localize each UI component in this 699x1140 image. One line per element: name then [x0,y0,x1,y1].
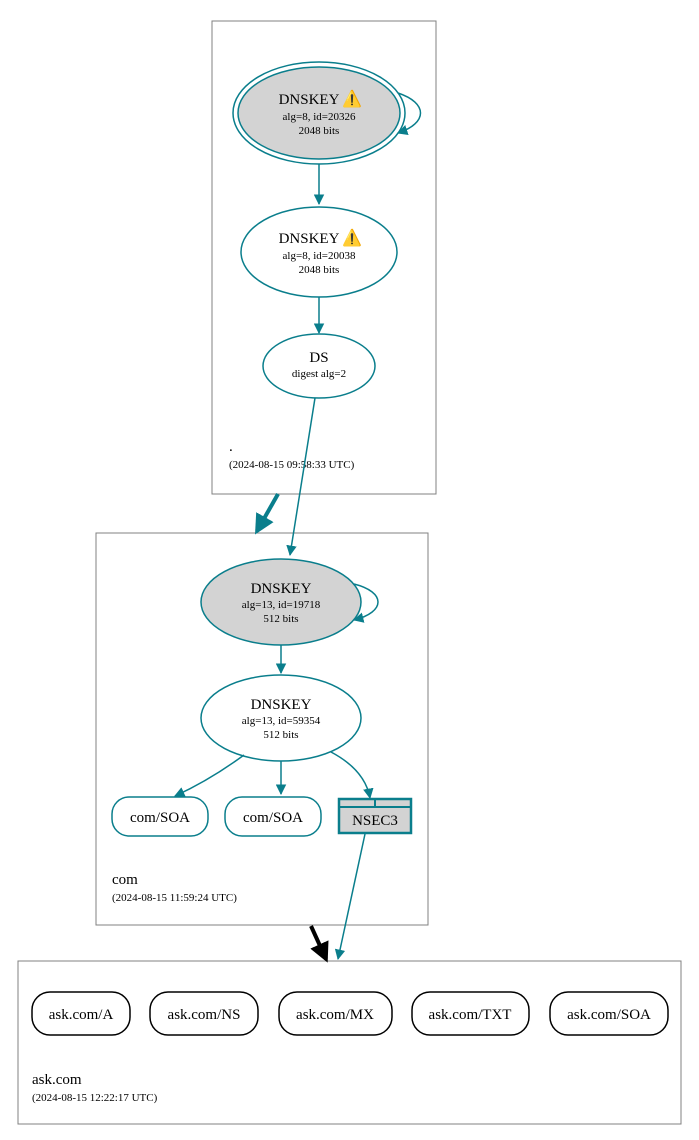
node-com-nsec3: NSEC3 [339,799,411,833]
ask-soa-label: ask.com/SOA [567,1007,651,1023]
node-ask-soa: ask.com/SOA [550,992,668,1035]
svg-text:DNSKEY: DNSKEY [279,231,340,247]
com-ksk-bits: 512 bits [263,613,298,625]
com-ksk-title: DNSKEY [251,581,312,597]
dnssec-diagram: DNSKEY ⚠️ alg=8, id=20326 2048 bits DNSK… [0,0,699,1140]
zone-root-timestamp: (2024-08-15 09:58:33 UTC) [229,459,355,471]
edge-nsec3-to-ask [338,834,365,959]
root-ksk-title: DNSKEY [279,92,340,108]
root-ds-alg: digest alg=2 [292,368,346,380]
node-ask-ns: ask.com/NS [150,992,258,1035]
ask-a-label: ask.com/A [49,1007,114,1023]
warning-icon: ⚠️ [342,228,362,247]
zone-root-label: . [229,439,233,455]
zone-ask-label: ask.com [32,1072,82,1088]
zone-com-label: com [112,872,138,888]
node-com-ksk: DNSKEY alg=13, id=19718 512 bits [201,559,361,645]
node-ask-mx: ask.com/MX [279,992,392,1035]
node-com-soa-2: com/SOA [225,797,321,836]
node-root-ksk: DNSKEY ⚠️ alg=8, id=20326 2048 bits [233,62,405,164]
warning-icon: ⚠️ [342,89,362,108]
root-zsk-alg: alg=8, id=20038 [283,250,356,262]
root-ksk-alg: alg=8, id=20326 [283,111,356,123]
node-root-ds: DS digest alg=2 [263,334,375,398]
root-zsk-title: DNSKEY [279,231,340,247]
root-zsk-bits: 2048 bits [299,264,340,276]
node-com-soa-1: com/SOA [112,797,208,836]
edge-com-to-ask-delegation [311,926,326,959]
zone-com-timestamp: (2024-08-15 11:59:24 UTC) [112,892,237,904]
com-nsec3-label: NSEC3 [352,813,398,829]
node-com-zsk: DNSKEY alg=13, id=59354 512 bits [201,675,361,761]
ask-mx-label: ask.com/MX [296,1007,374,1023]
ask-ns-label: ask.com/NS [168,1007,241,1023]
node-ask-txt: ask.com/TXT [412,992,529,1035]
com-zsk-title: DNSKEY [251,697,312,713]
com-zsk-bits: 512 bits [263,729,298,741]
edge-ds-to-com-ksk [290,398,315,555]
edge-root-to-com-delegation [257,494,278,531]
edge-com-zsk-nsec3 [331,752,370,798]
edge-com-zsk-soa1 [175,755,244,796]
zone-ask-timestamp: (2024-08-15 12:22:17 UTC) [32,1092,158,1104]
node-root-zsk: DNSKEY ⚠️ alg=8, id=20038 2048 bits [241,207,397,297]
com-soa2-label: com/SOA [243,810,303,826]
root-ksk-bits: 2048 bits [299,125,340,137]
com-ksk-alg: alg=13, id=19718 [242,599,321,611]
node-ask-a: ask.com/A [32,992,130,1035]
ask-txt-label: ask.com/TXT [429,1007,512,1023]
com-zsk-alg: alg=13, id=59354 [242,715,321,727]
com-soa1-label: com/SOA [130,810,190,826]
svg-text:DNSKEY: DNSKEY [279,92,340,108]
root-ds-title: DS [309,350,328,366]
